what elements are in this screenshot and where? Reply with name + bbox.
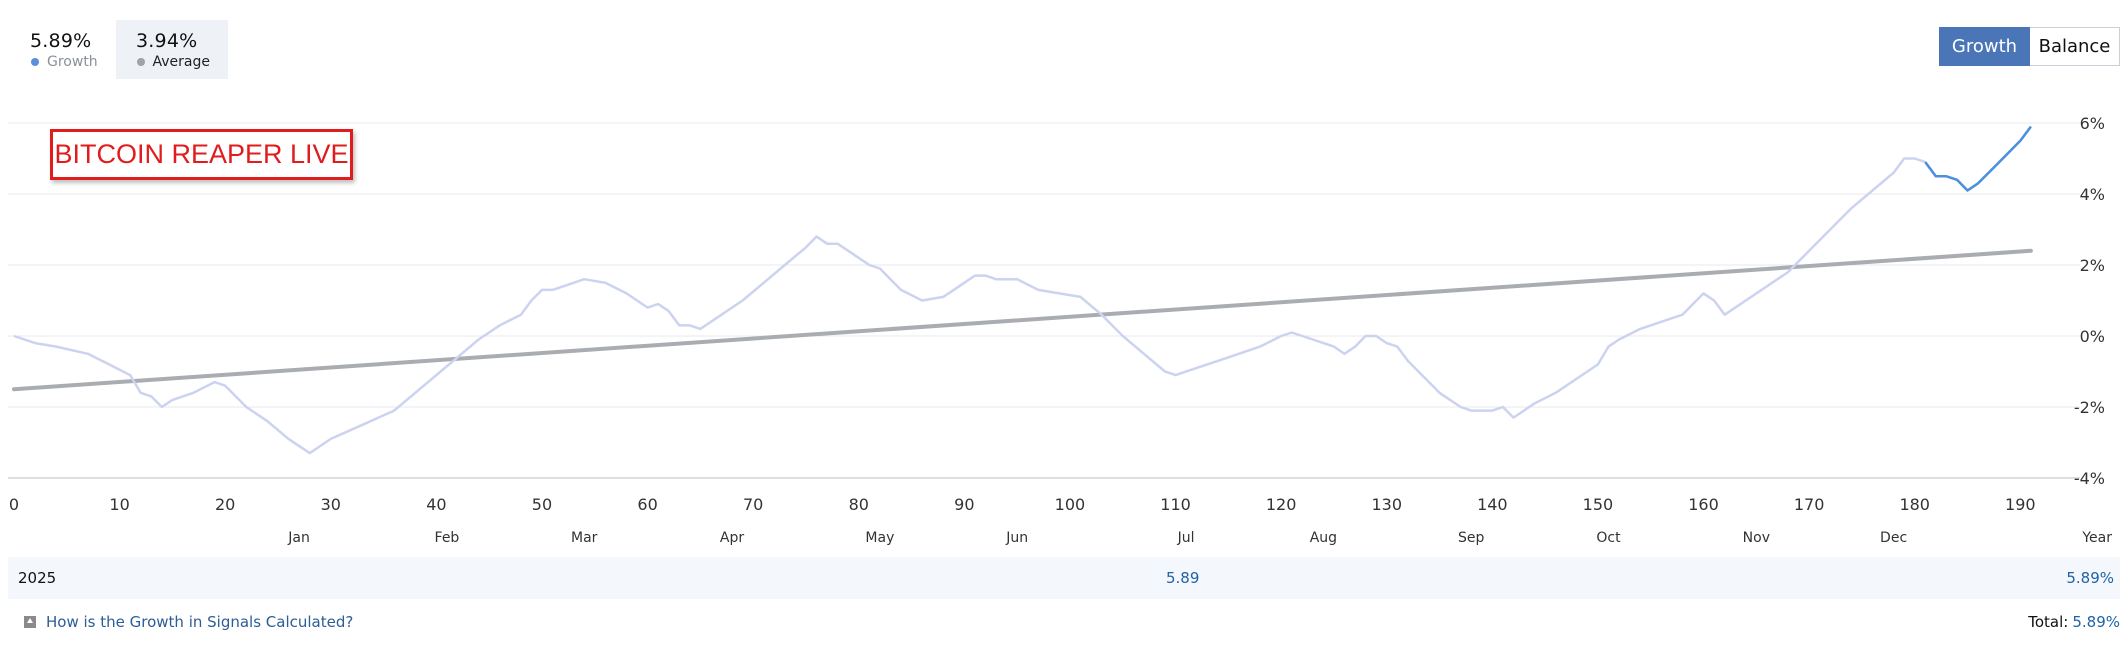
month-label: Oct — [1596, 530, 1621, 546]
x-tick-label: 100 — [1055, 495, 1086, 514]
x-tick-label: 160 — [1688, 495, 1719, 514]
x-tick-label: 150 — [1583, 495, 1614, 514]
month-label: Dec — [1880, 530, 1907, 546]
month-label: Apr — [720, 530, 744, 546]
x-tick-label: 90 — [954, 495, 974, 514]
month-label: Nov — [1743, 530, 1770, 546]
total-value: 5.89% — [2072, 613, 2120, 631]
growth-value: 5.89% — [30, 30, 92, 52]
year-total: 5.89% — [2066, 569, 2114, 587]
growth-calculation-link[interactable]: How is the Growth in Signals Calculated? — [46, 613, 354, 631]
x-tick-label: 70 — [743, 495, 763, 514]
month-label: May — [865, 530, 894, 546]
month-label: Sep — [1458, 530, 1485, 546]
growth-legend: Growth — [30, 54, 98, 70]
x-tick-label: 80 — [849, 495, 869, 514]
average-value: 3.94% — [136, 30, 198, 52]
watermark-label: BITCOIN REAPER LIVE — [50, 129, 353, 180]
y-tick-label: -2% — [2074, 398, 2105, 417]
growth-label: Growth — [47, 54, 98, 70]
x-tick-label: 120 — [1266, 495, 1297, 514]
x-tick-label: 180 — [1899, 495, 1930, 514]
x-tick-label: 10 — [109, 495, 129, 514]
x-tick-label: 110 — [1160, 495, 1191, 514]
growth-stat[interactable]: 5.89% Growth — [10, 20, 116, 79]
view-toggle: Growth Balance — [1939, 27, 2120, 66]
y-tick-label: 0% — [2080, 327, 2105, 346]
month-label: Jun — [1005, 530, 1028, 546]
month-label: Feb — [435, 530, 460, 546]
y-tick-label: 2% — [2080, 256, 2105, 275]
x-tick-label: 60 — [637, 495, 657, 514]
x-tick-label: 190 — [2005, 495, 2036, 514]
average-stat[interactable]: 3.94% Average — [116, 20, 228, 79]
month-label: Jul — [1177, 530, 1195, 546]
growth-series-line — [13, 125, 2032, 455]
year-axis-label: Year — [2081, 530, 2112, 546]
total-section: Total: 5.89% — [2028, 613, 2120, 631]
x-tick-label: 140 — [1477, 495, 1508, 514]
growth-dot-icon — [31, 58, 39, 66]
year-row: 2025 5.89 5.89% — [8, 557, 2120, 599]
x-tick-label: 170 — [1794, 495, 1825, 514]
x-tick-label: 20 — [215, 495, 235, 514]
year-label: 2025 — [18, 569, 57, 587]
month-label: Jan — [287, 530, 310, 546]
y-tick-label: 6% — [2080, 114, 2105, 133]
help-section: How is the Growth in Signals Calculated? — [24, 613, 353, 631]
x-tick-label: 130 — [1371, 495, 1402, 514]
month-label: Mar — [571, 530, 598, 546]
average-legend: Average — [136, 54, 210, 70]
growth-toggle-button[interactable]: Growth — [1939, 27, 2030, 66]
x-tick-label: 0 — [9, 495, 19, 514]
y-tick-label: 4% — [2080, 185, 2105, 204]
average-label: Average — [152, 54, 211, 70]
growth-series-highlight-line — [1924, 125, 2032, 192]
x-tick-label: 40 — [426, 495, 446, 514]
month-value[interactable]: 5.89 — [1166, 569, 1200, 587]
total-label: Total: — [2028, 613, 2069, 631]
expand-icon[interactable] — [24, 616, 36, 628]
average-series-line — [12, 248, 2033, 392]
balance-toggle-button[interactable]: Balance — [2030, 27, 2120, 66]
x-tick-label: 30 — [321, 495, 341, 514]
month-label: Aug — [1310, 530, 1337, 546]
x-tick-label: 50 — [532, 495, 552, 514]
average-dot-icon — [137, 58, 145, 66]
y-tick-label: -4% — [2074, 469, 2105, 488]
